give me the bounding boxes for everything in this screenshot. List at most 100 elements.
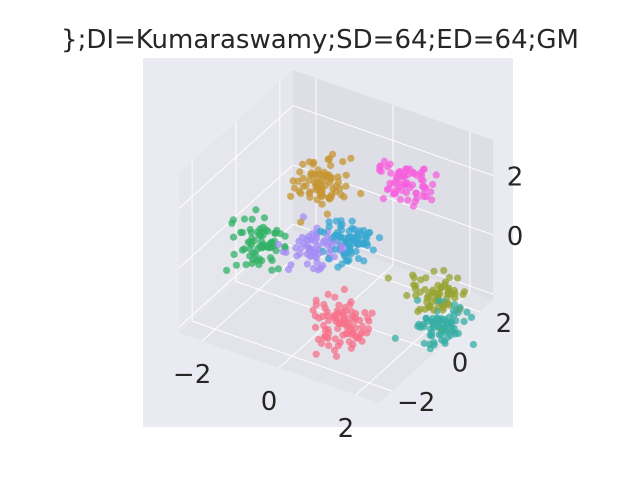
- data-point: [323, 233, 331, 241]
- data-point: [346, 247, 354, 255]
- data-point: [435, 331, 443, 339]
- data-point: [312, 301, 320, 309]
- data-point: [451, 301, 459, 309]
- data-point: [297, 218, 305, 226]
- data-point: [427, 288, 435, 296]
- data-point: [323, 312, 331, 320]
- data-point: [299, 160, 307, 168]
- data-point: [444, 290, 452, 299]
- data-point: [248, 259, 256, 268]
- data-point: [435, 297, 443, 305]
- data-point: [311, 323, 320, 331]
- data-point: [396, 195, 404, 204]
- data-point: [287, 261, 295, 269]
- data-point: [287, 192, 295, 200]
- data-point: [390, 179, 398, 187]
- data-point: [384, 274, 392, 282]
- data-point: [383, 185, 391, 193]
- data-point: [448, 326, 456, 335]
- data-point: [448, 318, 456, 326]
- data-point: [293, 252, 301, 260]
- data-point: [441, 281, 449, 289]
- data-point: [342, 171, 350, 179]
- data-point: [340, 312, 348, 320]
- data-point: [375, 234, 384, 242]
- data-point: [319, 239, 327, 247]
- data-point: [314, 266, 322, 274]
- data-point: [324, 290, 332, 298]
- data-point: [347, 154, 355, 162]
- data-point: [275, 240, 283, 249]
- data-point: [319, 171, 327, 179]
- data-point: [414, 322, 422, 330]
- grid-line: [191, 320, 393, 392]
- data-point: [404, 196, 412, 204]
- data-point: [230, 250, 238, 258]
- data-point: [432, 171, 440, 179]
- data-point: [335, 319, 343, 328]
- data-point: [421, 305, 429, 313]
- data-point: [426, 345, 434, 353]
- data-point: [363, 241, 371, 249]
- data-point: [313, 258, 321, 266]
- y-tick-label: 2: [496, 309, 513, 339]
- data-point: [295, 237, 303, 245]
- grid-line: [178, 105, 294, 209]
- data-point: [254, 228, 262, 236]
- data-point: [268, 256, 276, 264]
- data-point: [318, 200, 326, 208]
- data-point: [345, 323, 353, 331]
- data-point: [358, 337, 366, 345]
- z-tick-label: 2: [507, 163, 524, 193]
- y-tick-label: −2: [397, 388, 435, 418]
- data-point: [289, 177, 297, 185]
- data-point: [312, 350, 320, 358]
- data-point: [320, 300, 328, 309]
- data-point: [317, 227, 325, 235]
- data-point: [347, 344, 355, 352]
- data-point: [412, 282, 420, 290]
- data-points: [223, 150, 477, 360]
- data-point: [422, 314, 430, 322]
- data-point: [332, 188, 340, 196]
- data-point: [242, 261, 250, 269]
- data-point: [411, 197, 419, 205]
- data-point: [318, 339, 326, 347]
- data-point: [387, 169, 395, 177]
- data-point: [416, 305, 424, 313]
- x-tick-label: 0: [261, 387, 278, 417]
- data-point: [395, 179, 403, 187]
- grid-line: [178, 164, 294, 269]
- data-point: [306, 193, 314, 201]
- data-point: [361, 309, 369, 317]
- data-point: [306, 188, 314, 196]
- data-point: [419, 176, 427, 184]
- data-point: [272, 247, 280, 255]
- data-point: [386, 160, 394, 168]
- data-point: [420, 339, 428, 348]
- data-point: [335, 301, 343, 309]
- data-point: [331, 293, 339, 301]
- data-point: [400, 172, 408, 180]
- z-tick-label: 0: [507, 222, 524, 252]
- data-point: [339, 158, 347, 166]
- data-point: [412, 291, 420, 299]
- data-point: [340, 193, 348, 201]
- data-point: [232, 261, 240, 269]
- data-point: [434, 318, 442, 326]
- data-point: [311, 178, 319, 186]
- data-point: [429, 180, 437, 189]
- data-point: [330, 346, 339, 354]
- data-point: [420, 189, 428, 198]
- data-point: [268, 266, 276, 274]
- data-point: [422, 184, 430, 192]
- data-point: [332, 312, 340, 320]
- data-point: [440, 266, 448, 274]
- data-point: [428, 317, 436, 325]
- data-point: [252, 206, 260, 214]
- data-point: [364, 325, 373, 333]
- data-point: [350, 317, 358, 325]
- data-point: [260, 242, 268, 250]
- data-point: [358, 322, 366, 331]
